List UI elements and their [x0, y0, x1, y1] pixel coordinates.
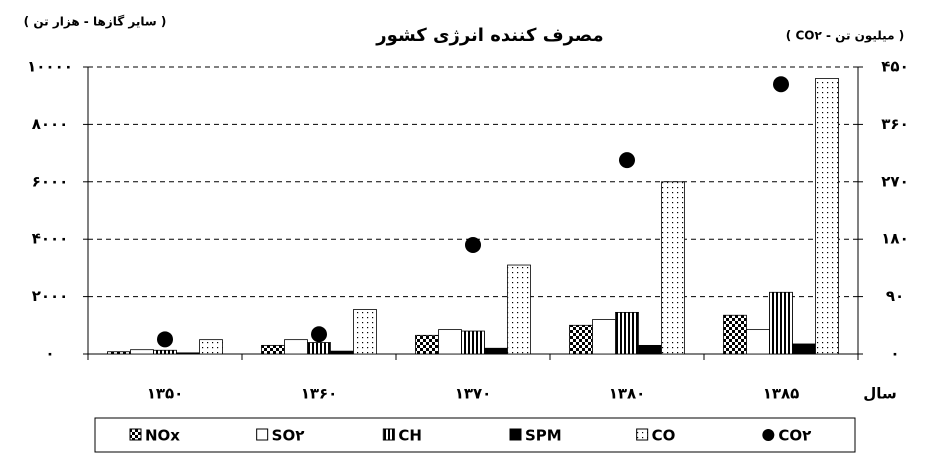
- legend-label: SPM: [525, 427, 562, 445]
- bar: [769, 291, 793, 355]
- bar: [107, 351, 131, 355]
- scatter-point: [465, 236, 481, 253]
- bar: [153, 349, 177, 355]
- y2-tick-label: ۰: [890, 345, 899, 363]
- bar: [792, 343, 816, 355]
- bar: [638, 344, 662, 355]
- bar: [723, 314, 747, 355]
- y2-tick-label: ۲۷۰: [881, 172, 908, 190]
- legend-label: SO۲: [272, 427, 305, 445]
- x-tick-label: ۱۳۷۰: [455, 385, 492, 403]
- chart-title: مصرف کننده انرژی کشور: [375, 25, 603, 46]
- x-axis-label: سال: [863, 385, 896, 403]
- scatter-point: [619, 152, 635, 169]
- legend-marker: [382, 428, 395, 441]
- bar: [815, 78, 839, 355]
- x-tick-label: ۱۳۸۵: [763, 385, 800, 403]
- bar: [484, 347, 508, 355]
- legend-label: NOx: [145, 427, 180, 445]
- y-tick-label: ۰: [45, 345, 54, 363]
- y-tick-label: ۱۰۰۰۰: [27, 58, 73, 76]
- bar: [284, 339, 308, 355]
- legend-marker: [509, 428, 522, 441]
- x-tick-label: ۱۳۶۰: [301, 385, 338, 403]
- legend-label: CO: [652, 427, 676, 445]
- bar: [199, 339, 223, 355]
- bar: [330, 350, 354, 355]
- legend-box: [94, 417, 856, 453]
- legend-marker: [129, 428, 142, 441]
- bar: [307, 342, 331, 355]
- scatter-point: [311, 326, 327, 343]
- x-tick-label: ۱۳۸۰: [609, 385, 646, 403]
- scatter-point: [157, 331, 173, 348]
- legend-marker: [256, 428, 269, 441]
- y-tick-label: ۸۰۰۰: [32, 115, 69, 133]
- bar: [461, 330, 485, 355]
- legend-label: CO۲: [778, 427, 811, 445]
- bar: [261, 344, 285, 355]
- x-tick-label: ۱۳۵۰: [147, 385, 184, 403]
- y2-tick-label: ۱۸۰: [881, 230, 908, 248]
- legend-marker: [762, 429, 775, 441]
- y-tick-label: ۲۰۰۰: [32, 287, 69, 305]
- y2-tick-label: ۹۰: [886, 287, 904, 305]
- bar: [615, 311, 639, 355]
- y2-tick-label: ۴۵۰: [881, 58, 908, 76]
- bar: [130, 349, 154, 355]
- bar: [438, 329, 462, 355]
- y2-axis-label: ( CO۲ - میلیون تن ): [786, 29, 904, 44]
- y2-tick-label: ۳۶۰: [881, 115, 908, 133]
- y-axis-label: ( سایر گازها - هزار تن ): [24, 15, 167, 29]
- bar: [353, 309, 377, 355]
- scatter-point: [773, 76, 789, 93]
- bar: [507, 264, 531, 355]
- bar: [176, 352, 200, 355]
- y-tick-label: ۶۰۰۰: [32, 172, 69, 190]
- bar: [569, 324, 593, 355]
- legend-label: CH: [398, 427, 422, 445]
- legend-marker: [636, 428, 649, 441]
- bar: [592, 319, 616, 355]
- bar: [746, 329, 770, 355]
- y-tick-label: ۴۰۰۰: [32, 230, 69, 248]
- bar: [415, 334, 439, 355]
- bar: [661, 181, 685, 355]
